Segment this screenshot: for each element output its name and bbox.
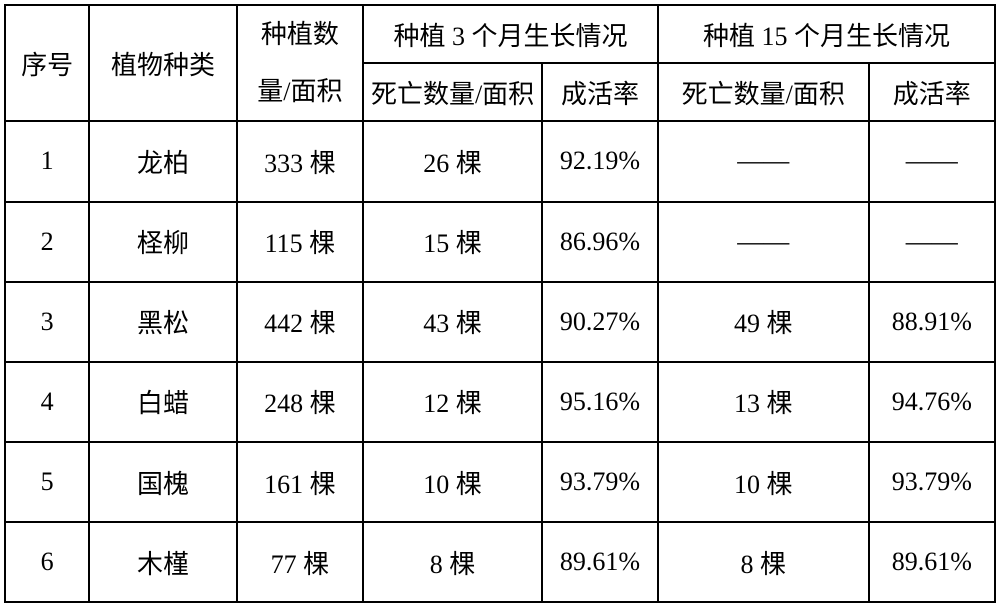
table-row: 2 柽柳 115 棵 15 棵 86.96% —— —— (5, 202, 995, 282)
cell-planted: 442 棵 (237, 282, 363, 362)
table-body: 1 龙柏 333 棵 26 棵 92.19% —— —— 2 柽柳 115 棵 … (5, 121, 995, 602)
cell-rate15: 93.79% (869, 442, 995, 522)
cell-rate15: 94.76% (869, 362, 995, 442)
table-header: 序号 植物种类 种植数 量/面积 种植 3 个月生长情况 种植 15 个月生长情… (5, 5, 995, 121)
cell-index: 4 (5, 362, 89, 442)
cell-planted: 161 棵 (237, 442, 363, 522)
cell-dead15: 8 棵 (658, 522, 869, 602)
table-row: 6 木槿 77 棵 8 棵 89.61% 8 棵 89.61% (5, 522, 995, 602)
table-row: 4 白蜡 248 棵 12 棵 95.16% 13 棵 94.76% (5, 362, 995, 442)
cell-species: 龙柏 (89, 121, 236, 201)
cell-index: 6 (5, 522, 89, 602)
cell-rate3: 93.79% (542, 442, 658, 522)
cell-planted: 77 棵 (237, 522, 363, 602)
cell-index: 1 (5, 121, 89, 201)
cell-dead15: —— (658, 202, 869, 282)
cell-rate3: 89.61% (542, 522, 658, 602)
cell-dead3: 43 棵 (363, 282, 542, 362)
cell-rate15: 89.61% (869, 522, 995, 602)
header-row-1: 序号 植物种类 种植数 量/面积 种植 3 个月生长情况 种植 15 个月生长情… (5, 5, 995, 63)
cell-species: 柽柳 (89, 202, 236, 282)
header-rate3: 成活率 (542, 63, 658, 121)
cell-dead3: 12 棵 (363, 362, 542, 442)
cell-planted: 115 棵 (237, 202, 363, 282)
cell-rate3: 86.96% (542, 202, 658, 282)
cell-rate3: 92.19% (542, 121, 658, 201)
header-group-3month: 种植 3 个月生长情况 (363, 5, 658, 63)
header-planted-line2: 量/面积 (238, 63, 362, 120)
header-group-15month: 种植 15 个月生长情况 (658, 5, 995, 63)
cell-rate15: 88.91% (869, 282, 995, 362)
cell-rate3: 95.16% (542, 362, 658, 442)
cell-rate3: 90.27% (542, 282, 658, 362)
header-planted: 种植数 量/面积 (237, 5, 363, 121)
cell-dead15: —— (658, 121, 869, 201)
cell-species: 木槿 (89, 522, 236, 602)
cell-planted: 248 棵 (237, 362, 363, 442)
cell-rate15: —— (869, 202, 995, 282)
cell-dead15: 49 棵 (658, 282, 869, 362)
cell-planted: 333 棵 (237, 121, 363, 201)
cell-dead3: 15 棵 (363, 202, 542, 282)
cell-species: 黑松 (89, 282, 236, 362)
table-row: 1 龙柏 333 棵 26 棵 92.19% —— —— (5, 121, 995, 201)
cell-dead15: 13 棵 (658, 362, 869, 442)
cell-species: 国槐 (89, 442, 236, 522)
cell-species: 白蜡 (89, 362, 236, 442)
table-row: 3 黑松 442 棵 43 棵 90.27% 49 棵 88.91% (5, 282, 995, 362)
cell-dead3: 8 棵 (363, 522, 542, 602)
header-dead15: 死亡数量/面积 (658, 63, 869, 121)
cell-index: 2 (5, 202, 89, 282)
cell-rate15: —— (869, 121, 995, 201)
header-index: 序号 (5, 5, 89, 121)
cell-index: 5 (5, 442, 89, 522)
header-planted-line1: 种植数 (238, 6, 362, 63)
plant-growth-table-container: 序号 植物种类 种植数 量/面积 种植 3 个月生长情况 种植 15 个月生长情… (0, 0, 1000, 569)
cell-dead3: 26 棵 (363, 121, 542, 201)
cell-dead3: 10 棵 (363, 442, 542, 522)
cell-dead15: 10 棵 (658, 442, 869, 522)
cell-index: 3 (5, 282, 89, 362)
header-dead3: 死亡数量/面积 (363, 63, 542, 121)
header-species: 植物种类 (89, 5, 236, 121)
table-row: 5 国槐 161 棵 10 棵 93.79% 10 棵 93.79% (5, 442, 995, 522)
header-rate15: 成活率 (869, 63, 995, 121)
plant-growth-table: 序号 植物种类 种植数 量/面积 种植 3 个月生长情况 种植 15 个月生长情… (4, 4, 996, 603)
